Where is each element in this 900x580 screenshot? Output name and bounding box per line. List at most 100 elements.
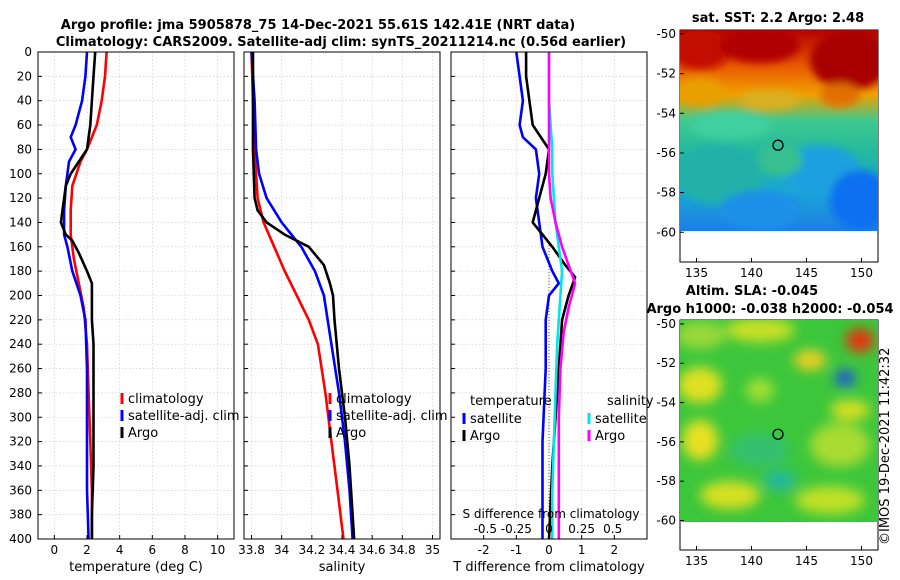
- x-tick-label: -1: [510, 543, 522, 557]
- sst-map-field: [680, 30, 878, 231]
- y-tick-label: 140: [9, 215, 32, 229]
- x-tick-label: 34: [274, 543, 289, 557]
- y-tick-label: 40: [17, 94, 32, 108]
- y-tick-label: 240: [9, 337, 32, 351]
- map-y-tick-label: -50: [656, 317, 676, 331]
- argo-location-marker: [772, 139, 784, 151]
- sla-map-title-line2: Argo h1000: -0.038 h2000: -0.054: [646, 302, 893, 317]
- x-tick-label: 34.8: [389, 543, 416, 557]
- secondary-x-tick-label: -0.5: [474, 522, 497, 536]
- x-tick-label: 2: [611, 543, 619, 557]
- series-line-climatology: [69, 51, 108, 539]
- map-x-tick-label: 140: [740, 554, 763, 568]
- x-tick-label: 10: [210, 543, 225, 557]
- figure-title-line2: Climatology: CARS2009. Satellite-adj cli…: [56, 35, 626, 50]
- imos-watermark: ©IMOS 19-Dec-2021 11:42:32: [878, 348, 893, 545]
- salinity-panel: 33.8 34 34.2 34.4 34.6 34.8 35 salinity climatol…: [238, 51, 448, 575]
- map-y-tick-label: -60: [656, 514, 676, 528]
- y-tick-label: 20: [17, 69, 32, 83]
- map-y-tick-label: -58: [656, 474, 676, 488]
- y-tick-label: 360: [9, 483, 32, 497]
- series-line-s-argo: [547, 52, 577, 539]
- y-tick-label: 280: [9, 386, 32, 400]
- x-tick-label: 0: [51, 543, 59, 557]
- legend-label: satellite-adj. clim: [336, 409, 448, 424]
- map-x-tick-label: 135: [685, 266, 708, 280]
- legend-label: satellite-adj. clim: [128, 409, 240, 424]
- legend-label: climatology: [128, 392, 204, 407]
- sla-map-title-line1: Altim. SLA: -0.045: [686, 284, 818, 299]
- x-tick-label: 2: [83, 543, 91, 557]
- y-tick-label: 380: [9, 508, 32, 522]
- series-line-satellite-adj-clim: [250, 51, 354, 540]
- x-tick-label: 35: [425, 543, 440, 557]
- y-tick-label: 60: [17, 118, 32, 132]
- map-x-tick-label: 145: [795, 554, 818, 568]
- x-tick-label: 34.2: [298, 543, 325, 557]
- argo-location-marker: [772, 428, 784, 440]
- legend-title-temperature: temperature: [470, 394, 552, 409]
- map-x-tick-label: 145: [795, 266, 818, 280]
- legend-label: satellite: [595, 412, 647, 427]
- sst-map-title: sat. SST: 2.2 Argo: 2.48: [692, 11, 864, 26]
- difference-panel: -2 -1 0 1 2 T difference from climatology temp…: [450, 51, 654, 575]
- x-tick-label: -2: [478, 543, 490, 557]
- sla-map-field: [680, 320, 878, 522]
- y-tick-label: 320: [9, 435, 32, 449]
- map-x-tick-label: 150: [850, 266, 873, 280]
- secondary-x-tick-label: 0: [545, 522, 553, 536]
- x-tick-label: 33.8: [238, 543, 265, 557]
- figure-title-line1: Argo profile: jma 5905878_75 14-Dec-2021…: [61, 18, 575, 33]
- map-x-tick-label: 135: [685, 554, 708, 568]
- y-tick-label: 220: [9, 313, 32, 327]
- series-line-s-satellite: [547, 52, 564, 539]
- map-y-tick-label: -52: [656, 67, 676, 81]
- map-y-tick-label: -56: [656, 146, 676, 160]
- x-tick-label: 6: [149, 543, 157, 557]
- map-y-tick-label: -58: [656, 186, 676, 200]
- x-axis-label: T difference from climatology: [452, 560, 645, 575]
- y-tick-label: 340: [9, 459, 32, 473]
- legend-label: satellite: [470, 412, 522, 427]
- series-line-t-argo: [524, 52, 577, 540]
- secondary-x-tick-label: -0.25: [501, 522, 532, 536]
- temperature-panel: 0 2 4 6 8 10 temperature (deg C) 0 20 40 60 80 100 12…: [9, 45, 240, 575]
- series-line-argo: [59, 51, 97, 539]
- x-axis-label: salinity: [319, 560, 366, 575]
- x-tick-label: 0: [545, 543, 553, 557]
- y-tick-label: 400: [9, 532, 32, 546]
- y-tick-label: 100: [9, 167, 32, 181]
- series-line-satellite-adj-clim: [62, 51, 90, 540]
- y-tick-label: 260: [9, 362, 32, 376]
- legend-label: Argo: [336, 426, 366, 441]
- series-line-argo: [251, 52, 356, 540]
- y-tick-label: 180: [9, 264, 32, 278]
- x-tick-label: 8: [181, 543, 189, 557]
- secondary-x-tick-label: 0.25: [568, 522, 595, 536]
- y-tick-label: 120: [9, 191, 32, 205]
- map-y-tick-label: -54: [656, 106, 676, 120]
- x-tick-label: 4: [116, 543, 124, 557]
- x-axis-label: temperature (deg C): [69, 560, 203, 575]
- secondary-x-tick-label: 0.5: [603, 522, 622, 536]
- y-tick-label: 200: [9, 289, 32, 303]
- x-tick-label: 34.4: [329, 543, 356, 557]
- map-x-tick-label: 140: [740, 266, 763, 280]
- y-tick-label: 300: [9, 410, 32, 424]
- y-tick-label: 80: [17, 142, 32, 156]
- map-y-tick-label: -56: [656, 435, 676, 449]
- sla-map: 135 140 145 150 -50 -52 -54 -56 -58 -60: [656, 317, 879, 568]
- x-tick-label: 34.6: [359, 543, 386, 557]
- legend-label: Argo: [595, 429, 625, 444]
- map-y-tick-label: -50: [656, 27, 676, 41]
- y-tick-label: 160: [9, 240, 32, 254]
- x-tick-label: 1: [578, 543, 586, 557]
- secondary-x-axis-label: S difference from climatology: [463, 507, 640, 521]
- legend-title-salinity: salinity: [607, 394, 654, 409]
- sst-map: 135 140 145 150 -50 -52 -54 -56 -58 -60: [656, 27, 879, 280]
- map-x-tick-label: 150: [850, 554, 873, 568]
- map-y-tick-label: -54: [656, 396, 676, 410]
- map-y-tick-label: -52: [656, 356, 676, 370]
- legend-label: Argo: [470, 429, 500, 444]
